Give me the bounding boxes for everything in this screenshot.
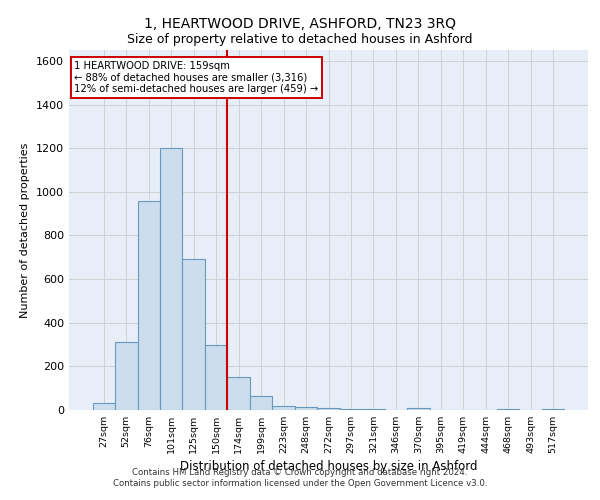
Bar (497, 409, 520, 410)
Bar (137, 200, 160, 410)
Bar (205, 344, 227, 410)
Bar (227, 378, 250, 410)
Bar (362, 409, 385, 410)
Bar (340, 409, 362, 410)
Bar (295, 406, 317, 410)
Bar (407, 408, 430, 410)
Bar (115, 342, 137, 410)
Text: Size of property relative to detached houses in Ashford: Size of property relative to detached ho… (127, 32, 473, 46)
Bar (92, 404, 115, 410)
Text: Contains HM Land Registry data © Crown copyright and database right 2024.
Contai: Contains HM Land Registry data © Crown c… (113, 468, 487, 487)
Bar (182, 260, 205, 410)
Y-axis label: Number of detached properties: Number of detached properties (20, 142, 31, 318)
X-axis label: Distribution of detached houses by size in Ashford: Distribution of detached houses by size … (180, 460, 477, 473)
Bar (272, 406, 295, 410)
Bar (250, 396, 272, 410)
Bar (317, 408, 340, 410)
Text: 1, HEARTWOOD DRIVE, ASHFORD, TN23 3RQ: 1, HEARTWOOD DRIVE, ASHFORD, TN23 3RQ (144, 18, 456, 32)
Text: 1 HEARTWOOD DRIVE: 159sqm
← 88% of detached houses are smaller (3,316)
12% of se: 1 HEARTWOOD DRIVE: 159sqm ← 88% of detac… (74, 61, 319, 94)
Bar (542, 409, 565, 410)
Bar (160, 148, 182, 410)
